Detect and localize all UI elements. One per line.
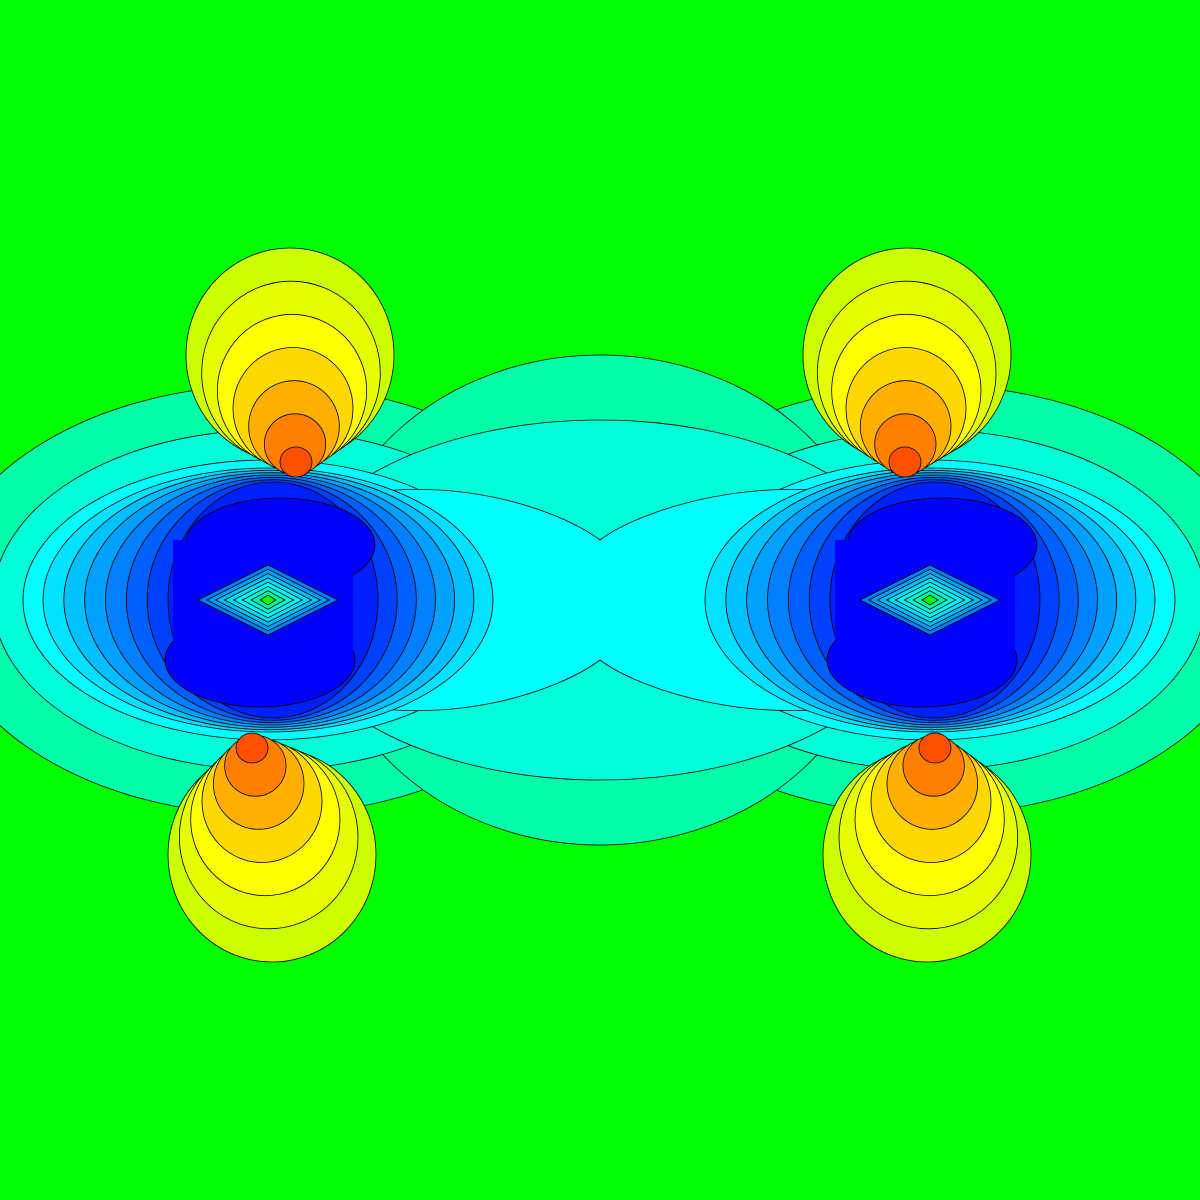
contour-lobe	[279, 446, 313, 478]
contour-lobe	[888, 446, 922, 478]
contour-lobe	[235, 732, 269, 764]
contour-center	[921, 594, 939, 606]
contour-center	[259, 594, 277, 606]
contour-lobe	[918, 732, 952, 764]
